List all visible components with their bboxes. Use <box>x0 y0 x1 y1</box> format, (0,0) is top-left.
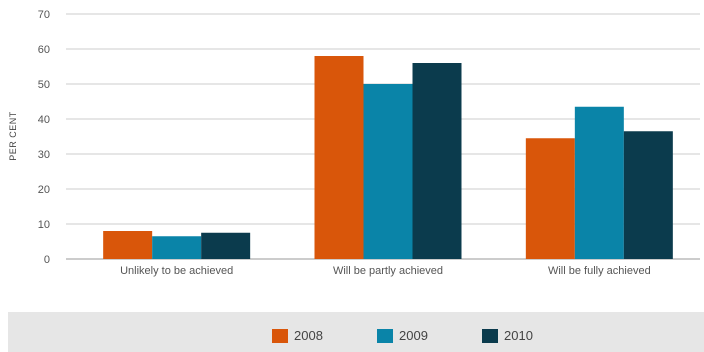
y-axis-label: PER CENT <box>8 111 18 161</box>
legend-item-2010: 2010 <box>482 328 533 343</box>
x-axis-labels: Unlikely to be achieved Will be partly ac… <box>120 265 651 277</box>
bar-2010 <box>412 63 462 259</box>
bar-chart: 0 10 20 30 40 50 60 70 Unlikely to be achieved W… <box>8 9 700 277</box>
bar-2010 <box>201 232 251 259</box>
legend-label: 2008 <box>294 328 323 343</box>
y-tick-label: 60 <box>38 44 50 56</box>
legend-swatch <box>377 328 393 343</box>
bar-2009 <box>152 236 202 259</box>
bar-2008 <box>314 56 364 259</box>
y-tick-label: 70 <box>38 9 50 21</box>
bar-2008 <box>525 138 575 259</box>
category-label: Will be fully achieved <box>548 265 651 277</box>
legend-item-2008: 2008 <box>272 328 323 343</box>
y-tick-label: 30 <box>38 149 50 161</box>
bar-2008 <box>103 231 153 259</box>
bar-2009 <box>574 106 624 259</box>
legend-label: 2010 <box>504 328 533 343</box>
category-label: Unlikely to be achieved <box>120 265 233 277</box>
y-tick-label: 50 <box>38 79 50 91</box>
legend-swatch <box>272 328 288 343</box>
legend-item-2009: 2009 <box>377 328 428 343</box>
legend-label: 2009 <box>399 328 428 343</box>
bar-2009 <box>363 84 413 259</box>
y-tick-label: 40 <box>38 114 50 126</box>
y-tick-label: 10 <box>38 219 50 231</box>
y-tick-label: 0 <box>44 254 50 266</box>
bar-2010 <box>623 131 673 259</box>
y-axis-ticks: 0 10 20 30 40 50 60 70 <box>38 9 50 266</box>
legend-swatch <box>482 328 498 343</box>
category-label: Will be partly achieved <box>333 265 443 277</box>
legend: 2008 2009 2010 <box>8 312 704 352</box>
bars <box>103 56 673 259</box>
y-tick-label: 20 <box>38 184 50 196</box>
